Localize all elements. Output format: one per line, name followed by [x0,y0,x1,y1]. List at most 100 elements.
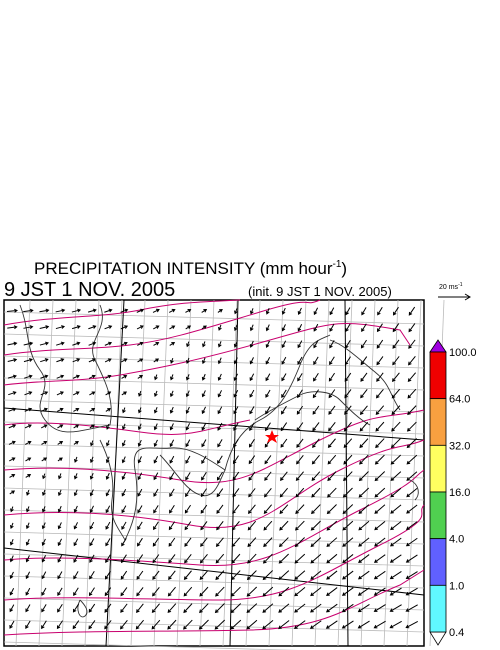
wind-arrow [24,424,32,429]
wind-arrow [120,587,128,597]
wind-arrow [309,620,322,629]
wind-arrow [296,438,304,448]
wind-arrow [136,603,144,613]
wind-arrow [358,537,370,547]
wind-arrow [390,504,402,514]
wind-arrow [278,586,290,597]
wind-arrow [153,521,159,531]
wind-arrow [406,421,417,432]
wind-arrow [217,357,222,365]
wind-arrow [105,440,110,447]
wind-arrow [41,440,48,445]
wind-arrow [137,341,144,346]
wind-arrow [357,587,370,596]
wind-arrow [265,324,270,332]
wind-arrow [89,472,94,480]
wind-arrow [42,489,46,496]
wind-arrow [279,487,288,498]
wind-arrow [373,604,386,612]
wind-arrow [343,438,353,449]
wind-arrow [391,405,401,416]
wind-arrow [405,621,418,629]
wind-arrow [392,323,400,333]
wind-arrow [406,504,418,514]
wind-arrow [185,472,191,481]
wind-arrow [233,373,238,382]
wind-arrow [325,603,338,613]
wind-arrow [57,587,63,596]
wind-arrow [200,521,208,531]
wind-arrow [56,391,64,396]
wind-arrow [233,439,239,448]
wind-arrow [169,455,175,464]
wind-arrow [278,620,290,630]
wind-arrow [408,339,416,349]
domain-lines [3,299,425,647]
wind-arrow [104,587,112,597]
wind-arrow [88,374,96,379]
colorbar-segment [429,444,447,493]
wind-arrow [262,553,273,564]
wind-arrow [184,554,192,564]
wind-arrow [9,539,14,546]
wind-arrow [121,456,126,464]
wind-arrow [246,586,258,597]
wind-arrow [279,520,289,531]
wind-arrow [57,603,63,613]
wind-arrow [25,457,32,462]
wind-arrow [154,374,158,381]
wind-arrow [326,587,338,597]
wind-arrow [167,603,177,614]
wind-arrow [105,374,112,379]
wind-arrow [105,456,110,464]
wind-arrow [122,407,126,414]
wind-arrow [406,487,418,498]
wind-arrow [169,472,175,481]
wind-arrow [153,505,159,514]
wind-arrow [246,603,258,614]
wind-arrow [137,407,142,414]
wind-arrow [89,391,96,396]
wind-arrow [281,373,287,382]
wind-arrow [23,308,34,313]
wind-arrow [215,570,225,581]
wind-arrow [89,538,95,547]
wind-arrow [121,375,128,379]
wind-arrow [294,520,305,531]
wind-arrow [263,520,273,531]
wind-arrow [374,454,385,465]
wind-arrow [57,441,64,445]
wind-arrow [137,423,142,431]
pressure-contours [3,299,425,636]
wind-arrow [407,388,417,399]
wind-arrow [280,471,288,481]
wind-arrow [89,505,94,514]
wind-arrow [24,407,33,412]
wind-arrow [151,603,160,614]
wind-arrow [201,455,207,464]
wind-arrow [185,423,191,431]
wind-arrow [311,471,321,482]
wind-arrow [104,603,112,613]
wind-arrow [342,554,354,564]
wind-arrow [183,603,193,614]
wind-arrow [376,372,384,382]
wind-arrow [185,325,192,330]
wind-arrow [169,325,176,330]
wind-arrow [296,405,304,415]
wind-arrow [183,586,193,597]
parallel [3,531,425,545]
wind-arrow [137,472,143,481]
wind-arrow [169,423,174,431]
wind-arrow [200,537,208,547]
wind-arrow [9,604,15,613]
wind-arrow [313,372,319,382]
wind-arrow [25,620,31,629]
wind-arrow [25,571,31,580]
wind-arrow [136,308,145,313]
wind-arrow [310,570,322,580]
wind-arrow [73,587,79,597]
wind-arrow [89,554,95,563]
wind-arrow [313,340,319,349]
wind-arrow [185,406,190,414]
